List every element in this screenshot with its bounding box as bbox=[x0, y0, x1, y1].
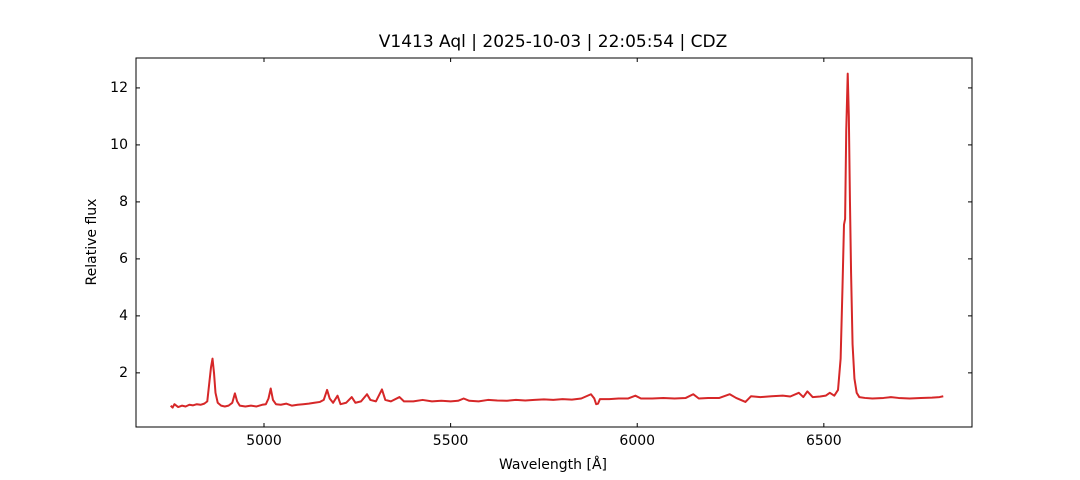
y-tick-label: 4 bbox=[119, 308, 128, 324]
plot-frame bbox=[135, 57, 973, 428]
x-tick-label: 6500 bbox=[806, 433, 842, 449]
y-tick-label: 12 bbox=[110, 80, 128, 96]
spectrum-line bbox=[169, 72, 944, 409]
y-tick-label: 8 bbox=[119, 194, 128, 210]
x-axis-label: Wavelength [Å] bbox=[499, 456, 607, 473]
y-tick-label: 10 bbox=[110, 137, 128, 153]
y-tick-label: 6 bbox=[119, 251, 128, 267]
x-tick-label: 6000 bbox=[619, 433, 655, 449]
x-tick-label: 5000 bbox=[246, 433, 282, 449]
chart-title: V1413 Aql | 2025-10-03 | 22:05:54 | CDZ bbox=[379, 32, 728, 52]
y-tick-label: 2 bbox=[119, 365, 128, 381]
x-tick-label: 5500 bbox=[433, 433, 469, 449]
y-axis-label: Relative flux bbox=[84, 199, 100, 286]
